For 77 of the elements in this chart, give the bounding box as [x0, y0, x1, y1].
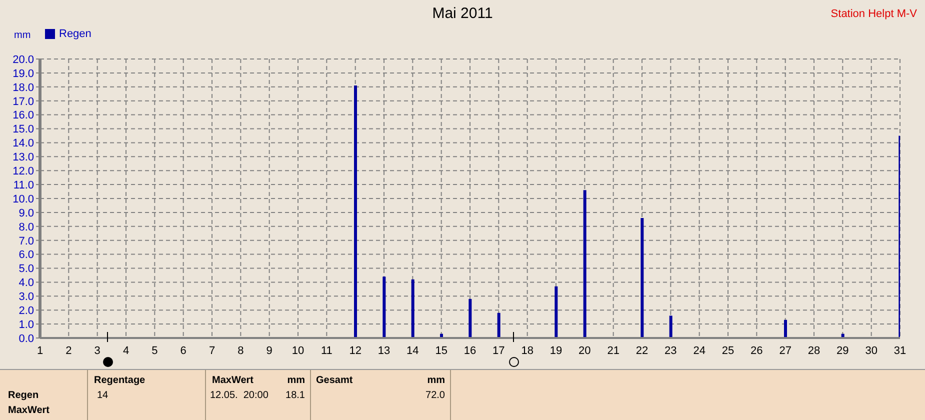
y-tick-label: 19.0 — [12, 68, 34, 80]
text: 14 — [97, 390, 108, 401]
y-tick-label: 11.0 — [13, 179, 34, 192]
y-tick-label: 16.0 — [12, 110, 34, 122]
y-tick-label: 9.0 — [18, 207, 34, 220]
text: 72.0 — [426, 390, 445, 401]
x-tick-label: 20 — [578, 344, 591, 357]
text: Regentage — [94, 375, 146, 386]
x-tick-label: 17 — [492, 344, 505, 357]
text: mm — [427, 375, 445, 386]
x-tick-label: 9 — [266, 344, 272, 357]
y-tick-label: 18.0 — [12, 82, 34, 94]
bar — [497, 312, 500, 338]
x-tick-label: 1 — [36, 344, 44, 357]
y-tick-label: 0.0 — [18, 332, 34, 345]
x-tick-label: 22 — [636, 344, 648, 357]
x-tick-label: 10 — [292, 344, 304, 357]
y-tick-label: 6.0 — [18, 249, 34, 262]
y-tick-label: 20.0 — [12, 54, 34, 66]
y-tick-label: 5.0 — [18, 263, 34, 276]
y-tick-label: 2.0 — [18, 305, 34, 318]
x-tick-label: 24 — [693, 344, 706, 357]
x-tick-label: 23 — [664, 344, 677, 357]
x-tick-label: 31 — [894, 344, 906, 357]
text: Gesamt — [316, 375, 353, 386]
x-tick-label: 16 — [464, 344, 476, 357]
bar — [640, 218, 644, 338]
y-tick-label: 8.0 — [18, 221, 34, 234]
y-tick-label: 7.0 — [18, 235, 34, 248]
x-tick-label: 25 — [722, 344, 734, 357]
bar — [554, 286, 558, 338]
x-tick-label: 6 — [180, 344, 186, 357]
chart-subtitle: Station Helpt M-V — [830, 8, 917, 20]
x-tick-label: 13 — [378, 344, 390, 357]
text: Regen — [8, 390, 39, 401]
chart-title: Mai 2011 — [432, 5, 493, 22]
text: mm — [287, 375, 305, 386]
y-tick-label: 1.0 — [18, 318, 34, 331]
y-tick-label: 13.0 — [12, 152, 34, 164]
x-tick-label: 28 — [808, 344, 820, 357]
bar — [583, 190, 586, 338]
bar — [354, 86, 357, 338]
bar — [784, 320, 787, 338]
x-tick-label: 30 — [865, 344, 878, 357]
y-tick-label: 3.0 — [18, 291, 34, 304]
x-tick-label: 7 — [208, 344, 216, 357]
x-tick-label: 4 — [122, 344, 130, 357]
y-axis-title: mm — [14, 30, 31, 41]
y-tick-label: 17.0 — [12, 96, 34, 108]
bar — [468, 298, 472, 338]
text: 12.05. 20:00 — [210, 390, 268, 401]
x-tick-label: 26 — [750, 344, 763, 357]
text: MaxWert — [212, 375, 254, 386]
y-tick-label: 14.0 — [12, 138, 34, 150]
x-tick-label: 8 — [238, 344, 244, 357]
x-tick-label: 29 — [836, 344, 849, 357]
x-tick-label: 19 — [550, 344, 562, 357]
x-tick-label: 11 — [320, 344, 332, 357]
bar — [669, 316, 672, 338]
x-tick-label: 18 — [521, 344, 534, 357]
x-tick-label: 12 — [349, 344, 362, 357]
y-tick-label: 10.0 — [12, 193, 34, 206]
bar — [382, 276, 386, 338]
x-tick-label: 3 — [94, 344, 100, 357]
text: 18.1 — [286, 390, 305, 401]
y-tick-label: 12.0 — [12, 166, 34, 178]
text: MaxWert — [8, 405, 50, 416]
legend-label: Regen — [59, 28, 92, 40]
x-tick-label: 5 — [152, 344, 158, 357]
y-tick-label: 4.0 — [18, 277, 34, 290]
y-tick-label: 15.0 — [12, 124, 34, 136]
x-tick-label: 21 — [607, 344, 620, 357]
bar — [411, 279, 414, 338]
x-tick-label: 15 — [435, 344, 448, 357]
x-tick-label: 14 — [406, 344, 419, 357]
x-tick-label: 27 — [779, 344, 792, 357]
x-tick-label: 2 — [66, 344, 72, 357]
